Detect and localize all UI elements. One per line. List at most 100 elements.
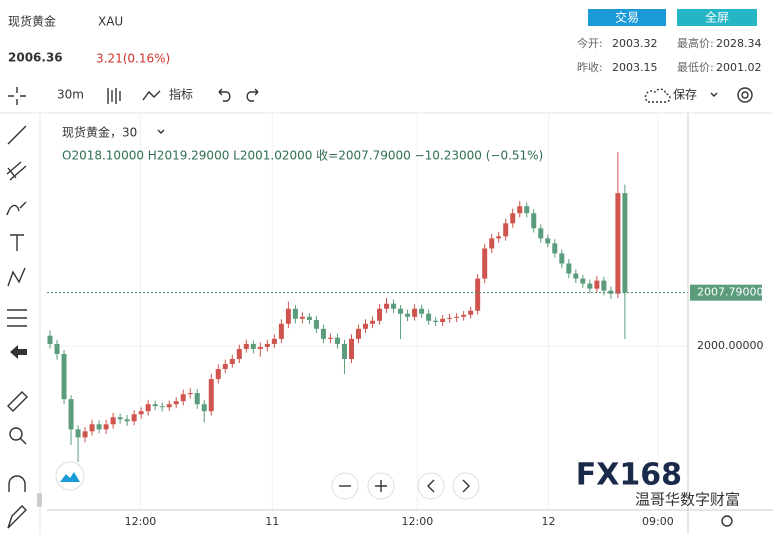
candle-body bbox=[159, 406, 165, 408]
indicators[interactable]: 指标 bbox=[169, 87, 193, 102]
candle-body bbox=[524, 206, 530, 214]
sidebar-handle[interactable] bbox=[37, 493, 42, 507]
settings-icon-core bbox=[741, 91, 749, 99]
trade-label[interactable]: 交易 bbox=[615, 10, 639, 25]
x-tick-label: 12:00 bbox=[402, 515, 434, 528]
candle-body bbox=[180, 394, 186, 402]
cloud-icon[interactable] bbox=[644, 88, 671, 103]
candle-body bbox=[517, 206, 523, 214]
logo-badge[interactable] bbox=[55, 461, 85, 491]
stat-value: 2003.32 bbox=[612, 37, 658, 50]
zoom-tool-handle bbox=[19, 437, 27, 445]
legend-title: 现货黄金，30 bbox=[62, 125, 137, 140]
candle-body bbox=[405, 313, 411, 317]
watermark-caption: 温哥华数字财富 bbox=[635, 491, 740, 509]
redo-icon[interactable] bbox=[246, 88, 259, 102]
price: 2006.36 bbox=[8, 51, 63, 65]
x-tick-label: 11 bbox=[265, 515, 279, 528]
candle-body bbox=[68, 399, 74, 430]
interval[interactable]: 30m bbox=[57, 88, 84, 102]
candle-body bbox=[327, 337, 333, 339]
candle-body bbox=[475, 278, 481, 311]
candle-body bbox=[468, 310, 474, 315]
fullscreen-label[interactable]: 全屏 bbox=[705, 10, 729, 25]
candle-body bbox=[489, 238, 495, 249]
zoom-controls bbox=[331, 472, 480, 500]
fib-tool[interactable] bbox=[6, 161, 27, 181]
candle-icon[interactable] bbox=[107, 88, 121, 104]
pencil-tool[interactable] bbox=[7, 505, 27, 529]
candle-body bbox=[47, 335, 53, 344]
candle-body bbox=[278, 323, 284, 339]
stat-value: 2028.34 bbox=[716, 37, 762, 50]
scroll-right[interactable] bbox=[452, 472, 480, 500]
candle-body bbox=[320, 328, 326, 339]
candle-body bbox=[222, 364, 228, 370]
legend-dropdown[interactable] bbox=[157, 129, 165, 134]
candle-body bbox=[587, 283, 593, 289]
pattern-tool[interactable] bbox=[7, 267, 26, 287]
candle-body bbox=[566, 263, 572, 274]
candle-body bbox=[426, 313, 432, 321]
candle-body bbox=[482, 248, 488, 279]
toolbar: 30m 指标 保存 bbox=[8, 87, 753, 105]
save[interactable]: 保存 bbox=[673, 88, 697, 102]
candle-body bbox=[201, 404, 207, 412]
candle-body bbox=[398, 308, 404, 314]
candle-body bbox=[384, 303, 390, 309]
candle-body bbox=[622, 193, 628, 293]
candle-body bbox=[313, 319, 319, 329]
candle-body bbox=[573, 273, 579, 279]
plot bbox=[47, 113, 688, 510]
magnet-tool[interactable] bbox=[8, 475, 26, 492]
stat-label: 今开: bbox=[577, 36, 603, 50]
crosshair-icon[interactable] bbox=[8, 87, 26, 105]
candle-body bbox=[545, 238, 551, 244]
candle-body bbox=[257, 346, 263, 349]
candle-body bbox=[355, 328, 361, 339]
candle-body bbox=[61, 353, 67, 400]
fullscreen-button[interactable] bbox=[677, 9, 757, 26]
candle-body bbox=[538, 228, 544, 239]
y-tick-label: 2000.00000 bbox=[697, 339, 763, 352]
candle-body bbox=[552, 243, 558, 254]
candle-body bbox=[440, 318, 446, 322]
candle-body bbox=[461, 314, 467, 317]
dropdown-icon[interactable] bbox=[710, 92, 718, 97]
brush-tool[interactable] bbox=[6, 201, 27, 216]
back-tool[interactable] bbox=[10, 345, 27, 359]
candle-body bbox=[271, 338, 277, 344]
stat-label: 最低价: bbox=[677, 61, 714, 74]
x-tick-label: 12 bbox=[541, 515, 555, 528]
ruler-tool[interactable] bbox=[7, 391, 28, 412]
candle-body bbox=[236, 348, 242, 359]
candle-body bbox=[194, 393, 200, 405]
change: 3.21(0.16%) bbox=[96, 52, 170, 66]
trade-button[interactable] bbox=[588, 9, 666, 26]
indicator-icon[interactable] bbox=[142, 90, 161, 101]
timezone-icon[interactable] bbox=[721, 515, 733, 527]
candle-body bbox=[264, 343, 270, 347]
last-price-label: 2007.79000 bbox=[697, 286, 763, 299]
candle-body bbox=[89, 424, 95, 432]
watermark-logo: FX168 bbox=[576, 458, 682, 493]
candle-body bbox=[419, 308, 425, 314]
measure-tool[interactable] bbox=[7, 309, 27, 327]
candle-body bbox=[215, 369, 221, 380]
scroll-left[interactable] bbox=[417, 472, 445, 500]
candle-body bbox=[447, 317, 453, 319]
line-tool[interactable] bbox=[7, 125, 27, 145]
x-tick-label: 12:00 bbox=[125, 515, 157, 528]
candle-body bbox=[615, 193, 621, 294]
candle-body bbox=[138, 411, 144, 415]
candle-body bbox=[454, 316, 460, 318]
undo-icon[interactable] bbox=[218, 88, 231, 102]
last-price-badge bbox=[690, 284, 762, 301]
candle-body bbox=[433, 320, 439, 322]
text-tool[interactable] bbox=[10, 234, 24, 251]
settings-icon[interactable] bbox=[737, 87, 753, 103]
zoom-tool[interactable] bbox=[9, 427, 23, 441]
candle-body bbox=[608, 290, 614, 294]
candle-body bbox=[412, 308, 418, 317]
title: 现货黄金 bbox=[8, 14, 56, 29]
